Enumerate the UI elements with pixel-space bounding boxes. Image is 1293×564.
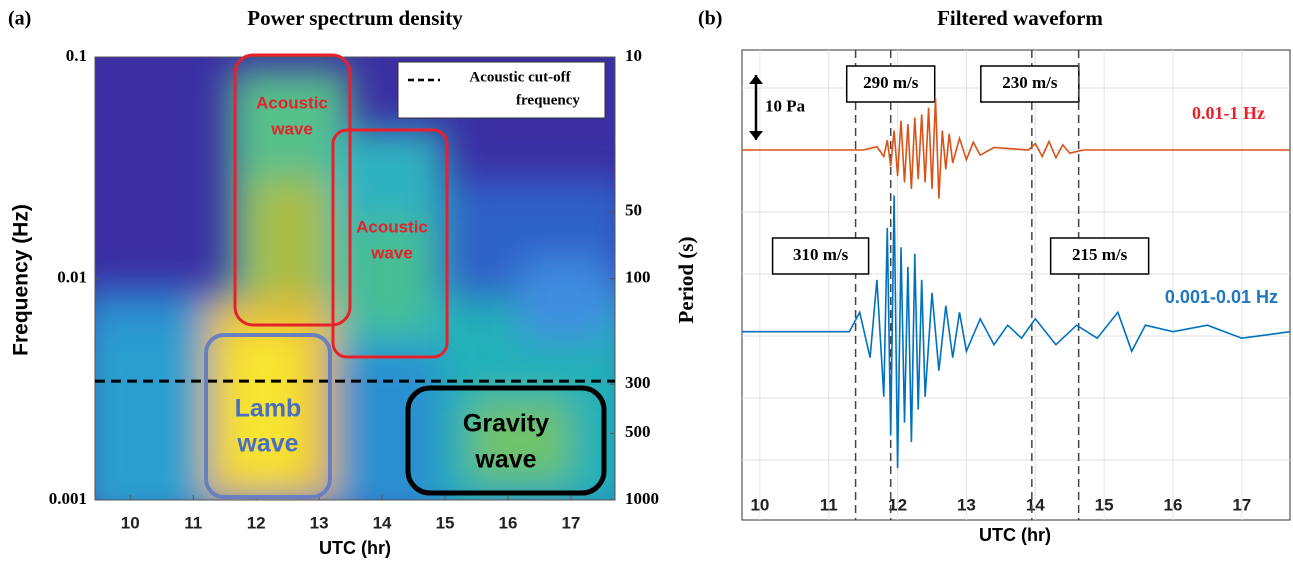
panel-label: (b) bbox=[698, 8, 722, 30]
annotation-box bbox=[331, 128, 449, 359]
annotation-line: wave bbox=[236, 430, 298, 458]
x-tick-label: 11 bbox=[820, 495, 838, 514]
x-tick-label: 12 bbox=[247, 513, 266, 532]
arrival-label: 230 m/s bbox=[1002, 73, 1058, 92]
arrival-label: 290 m/s bbox=[863, 73, 919, 92]
y2-tick-label: 10 bbox=[625, 46, 642, 65]
arrival-label: 310 m/s bbox=[793, 245, 849, 264]
scale-bar-label: 10 Pa bbox=[765, 96, 806, 115]
annotation-box bbox=[405, 385, 607, 496]
x-tick-label: 12 bbox=[888, 495, 907, 514]
chart-title: Power spectrum density bbox=[247, 6, 463, 30]
annotation-line: Acoustic bbox=[256, 93, 328, 112]
y-tick-label: 0.001 bbox=[49, 489, 87, 508]
x-tick-label: 14 bbox=[1026, 495, 1045, 514]
y2-tick-label: 500 bbox=[625, 422, 651, 441]
y2-tick-label: 100 bbox=[625, 267, 651, 286]
annotation-line: Lamb bbox=[235, 395, 302, 423]
x-tick-label: 17 bbox=[1232, 495, 1251, 514]
annotation-line: wave bbox=[370, 243, 413, 262]
y2-tick-label: 1000 bbox=[625, 489, 659, 508]
y2-tick-label: 50 bbox=[625, 201, 642, 220]
series-label: 0.001-0.01 Hz bbox=[1165, 287, 1278, 307]
chart-title: Filtered waveform bbox=[937, 6, 1103, 30]
annotation-line: Gravity bbox=[463, 410, 549, 438]
y2-tick-label: 300 bbox=[625, 373, 651, 392]
legend-label: frequency bbox=[516, 92, 580, 108]
arrival-box bbox=[1049, 237, 1150, 275]
x-tick-label: 17 bbox=[561, 513, 580, 532]
x-tick-label: 16 bbox=[1164, 495, 1183, 514]
y-tick-label: 0.1 bbox=[66, 46, 87, 65]
arrival-box bbox=[845, 65, 936, 103]
x-tick-label: 10 bbox=[121, 513, 140, 532]
annotation-line: Acoustic bbox=[356, 217, 428, 236]
y-tick-label: 0.01 bbox=[57, 267, 87, 286]
x-tick-label: 11 bbox=[184, 513, 202, 532]
x-tick-label: 16 bbox=[499, 513, 518, 532]
annotation-box bbox=[233, 53, 352, 327]
x-tick-label: 13 bbox=[310, 513, 329, 532]
x-axis-label: UTC (hr) bbox=[319, 538, 391, 558]
arrival-box bbox=[771, 237, 870, 275]
x-tick-label: 13 bbox=[957, 495, 976, 514]
series-label: 0.01-1 Hz bbox=[1192, 103, 1265, 123]
waveform-line bbox=[742, 195, 1291, 469]
legend-label: Acoustic cut-off bbox=[469, 69, 571, 85]
legend-box bbox=[397, 61, 606, 119]
y-axis-label: Frequency (Hz) bbox=[10, 204, 33, 356]
x-tick-label: 10 bbox=[750, 495, 769, 514]
annotation-line: wave bbox=[474, 446, 536, 474]
x-tick-label: 15 bbox=[436, 513, 455, 532]
x-tick-label: 14 bbox=[373, 513, 392, 532]
arrival-label: 215 m/s bbox=[1072, 245, 1128, 264]
annotation-box bbox=[204, 333, 332, 499]
spectrogram bbox=[95, 57, 615, 500]
plot-frame-b bbox=[741, 49, 1291, 521]
y2-axis-label: Period (s) bbox=[674, 237, 698, 324]
x-axis-label: UTC (hr) bbox=[979, 525, 1051, 545]
x-tick-label: 15 bbox=[1095, 495, 1114, 514]
panel-label: (a) bbox=[8, 8, 31, 30]
waveform-line bbox=[742, 97, 1290, 199]
annotation-line: wave bbox=[270, 119, 313, 138]
